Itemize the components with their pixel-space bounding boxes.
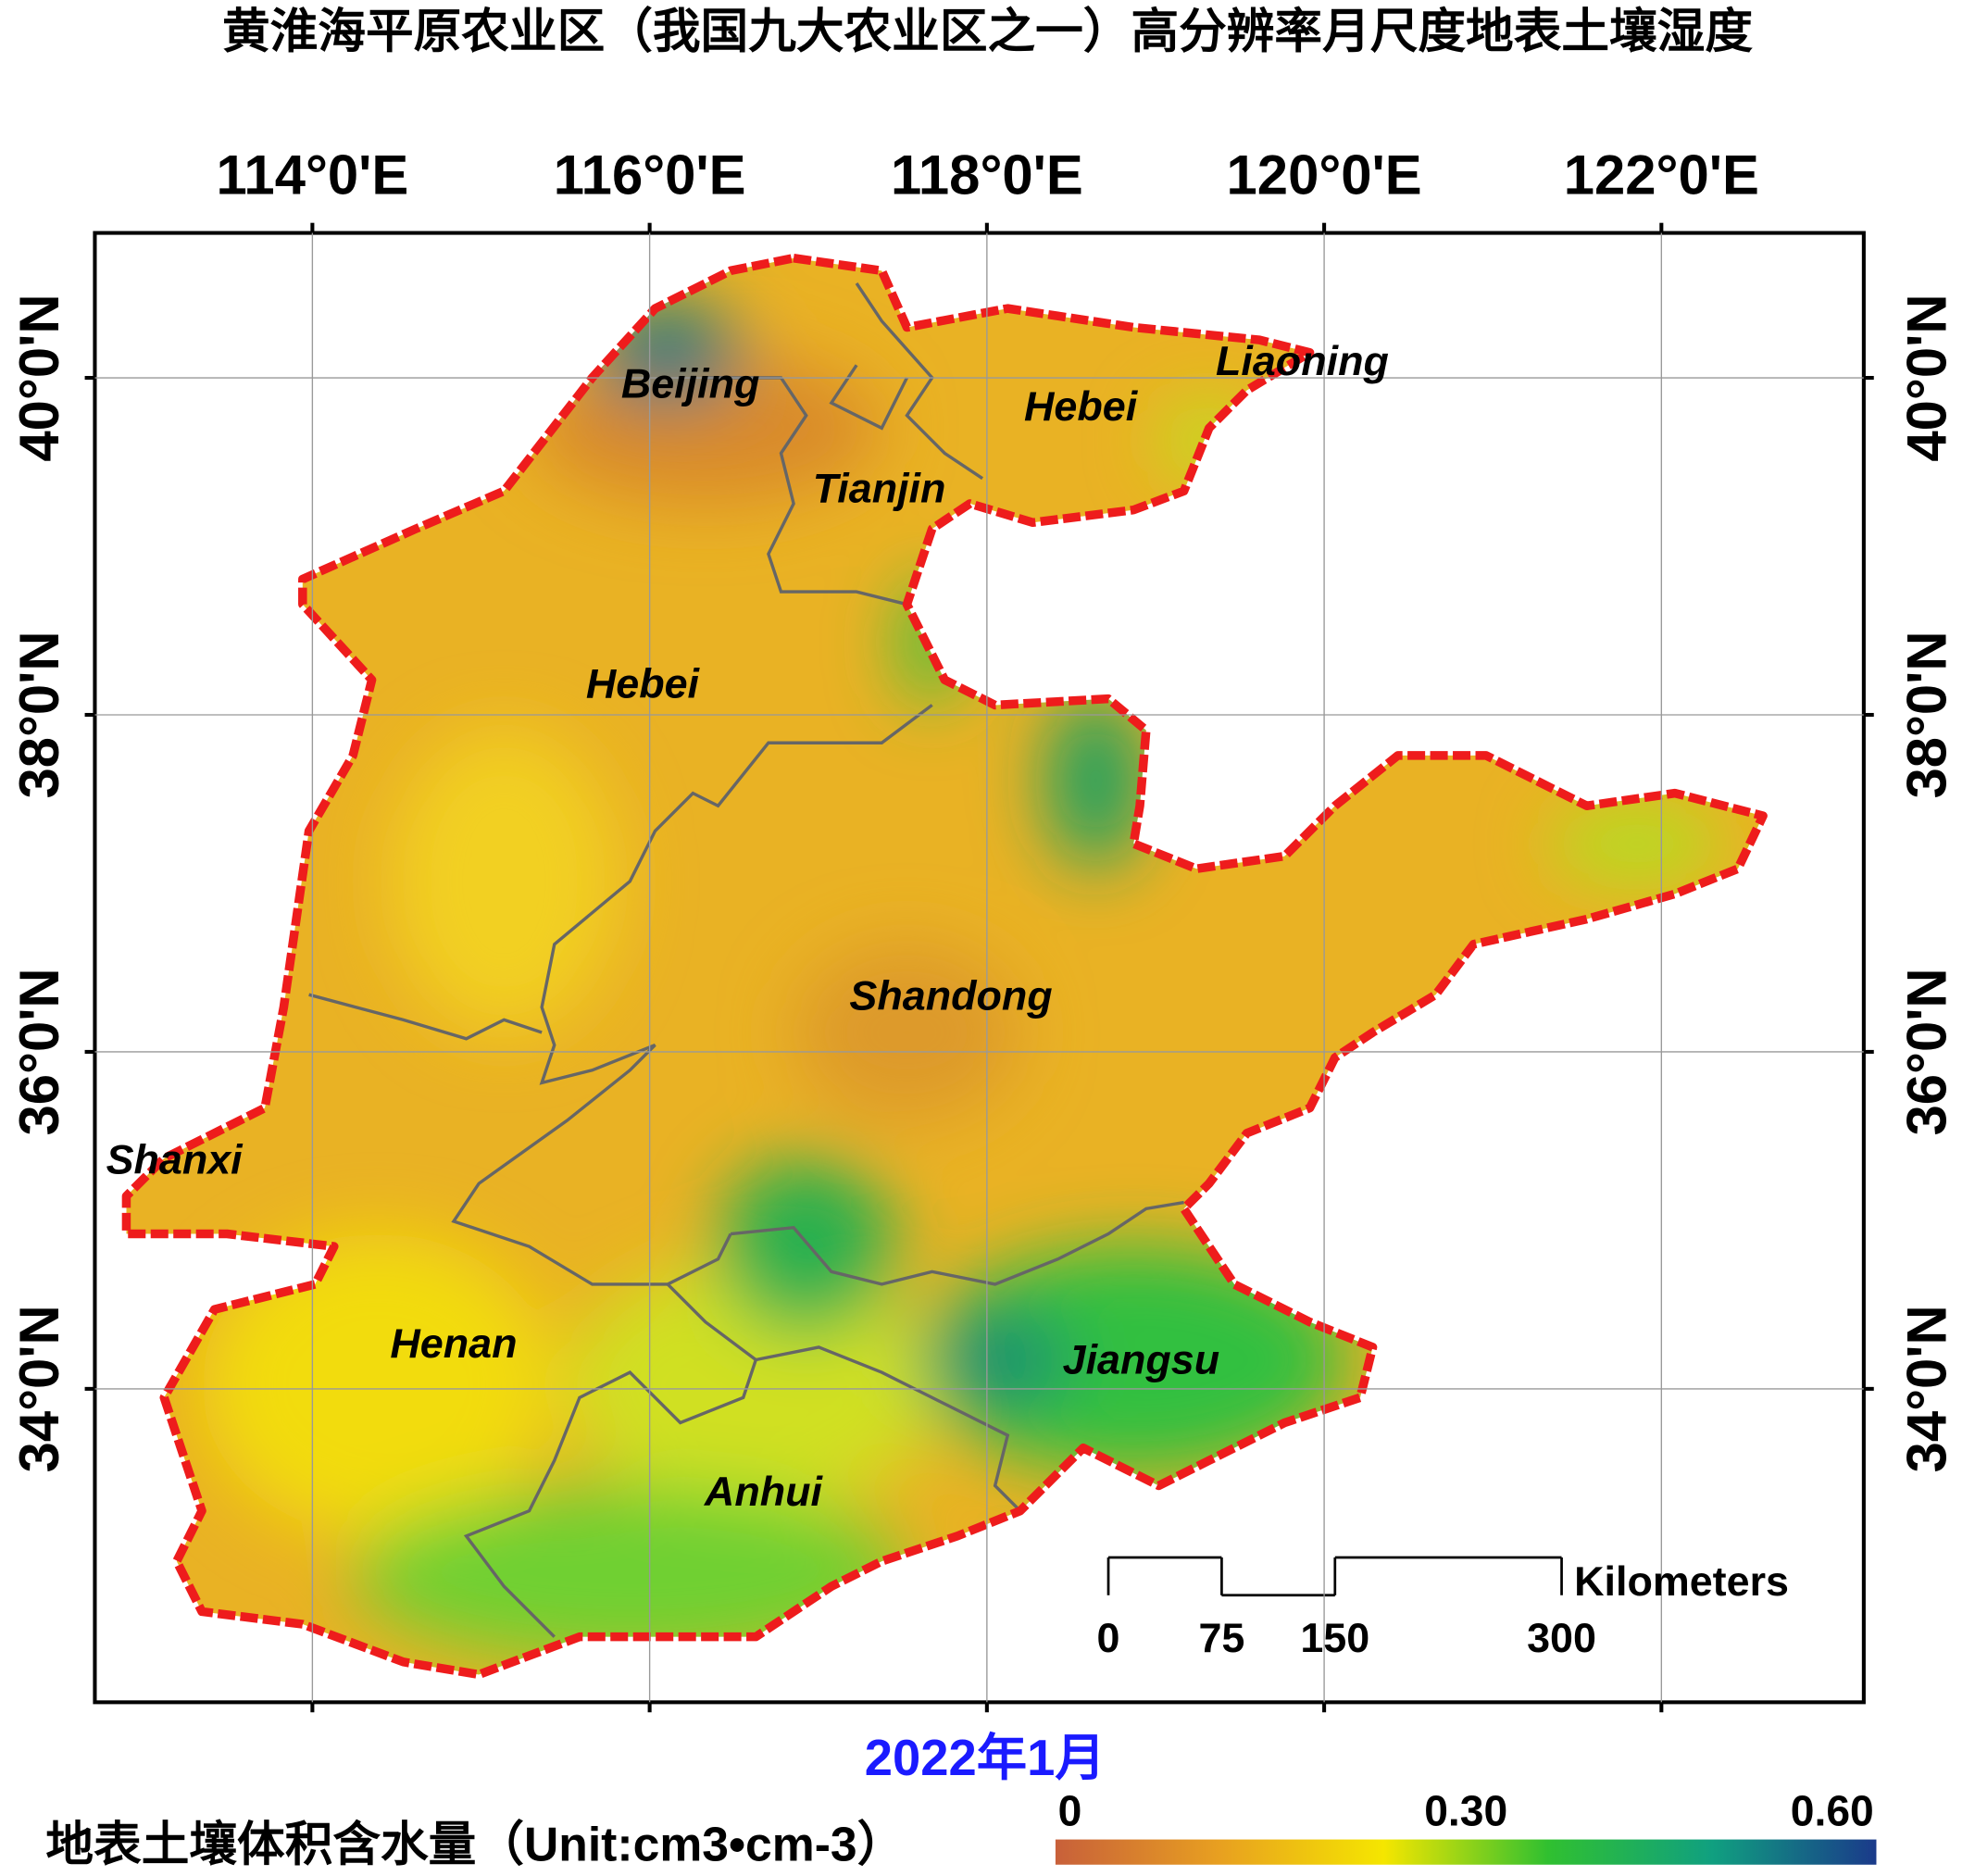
colorbar-label: 0.30 (1424, 1787, 1507, 1835)
region-label: Henan (390, 1319, 517, 1367)
region-label: Jiangsu (1063, 1335, 1220, 1382)
region-border (121, 253, 1768, 1680)
y-tick-label: 34°0'N (1895, 1305, 1957, 1472)
colorbar (1055, 1839, 1877, 1865)
y-tick-label: 34°0'N (8, 1305, 70, 1472)
province-boundaries (308, 281, 1184, 1638)
region-label: Shandong (849, 972, 1052, 1019)
scale-label: 75 (1198, 1614, 1244, 1661)
region-label: Hebei (586, 659, 701, 707)
scale-label: 300 (1527, 1614, 1596, 1661)
colorbar-label: 0 (1058, 1787, 1082, 1835)
colorbar-label: 0.60 (1791, 1787, 1874, 1835)
y-tick-label: 40°0'N (8, 294, 70, 461)
legend-title: 地表土壤体积含水量（Unit:cm3•cm-3） (45, 1818, 905, 1871)
y-tick-label: 36°0'N (8, 968, 70, 1135)
x-tick-label: 118°0'E (891, 144, 1083, 206)
date-label: 2022年1月 (865, 1730, 1106, 1786)
scale-bar (1106, 1556, 1563, 1597)
region-label: Shanxi (106, 1135, 244, 1182)
y-tick-label: 36°0'N (1895, 968, 1957, 1135)
x-tick-label: 122°0'E (1564, 144, 1759, 206)
x-tick-label: 114°0'E (216, 144, 408, 206)
x-tick-label: 120°0'E (1227, 144, 1422, 206)
x-tick-label: 116°0'E (554, 144, 746, 206)
y-tick-label: 40°0'N (1895, 294, 1957, 461)
region-label: Liaoning (1216, 337, 1389, 384)
scale-label: 150 (1300, 1614, 1369, 1661)
map-frame (93, 231, 1866, 1705)
region-label: Anhui (704, 1468, 824, 1515)
region-label: Tianjin (813, 465, 946, 512)
region-label: Beijing (621, 360, 760, 407)
region-label: Hebei (1024, 382, 1139, 430)
scale-unit: Kilometers (1574, 1557, 1789, 1605)
title: 黄淮海平原农业区（我国九大农业区之一）高分辨率月尺度地表土壤湿度 (222, 5, 1753, 58)
y-tick-label: 38°0'N (8, 631, 70, 798)
scale-label: 0 (1097, 1614, 1120, 1661)
y-tick-label: 38°0'N (1895, 631, 1957, 798)
